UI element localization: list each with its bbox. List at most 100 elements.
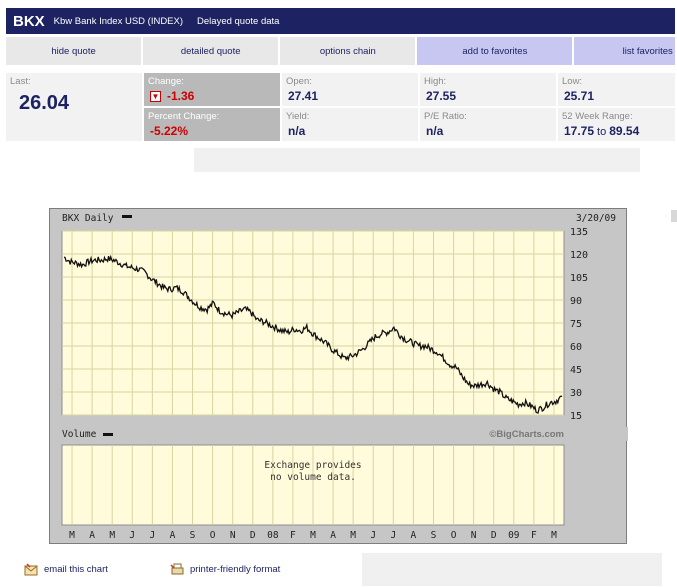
percent-change-cell: Percent Change: -5.22% [144,108,280,141]
y-tick-label: 90 [570,296,582,307]
last-price: 26.04 [19,92,70,114]
series-swatch [122,215,132,218]
tab-list-favorites[interactable]: list favorites [574,37,675,65]
pe-cell: P/E Ratio: n/a [420,108,556,141]
tab-detailed-quote[interactable]: detailed quote [143,37,279,65]
quote-nav: hide quote detailed quote options chain … [6,37,675,65]
change-label: Change: [148,76,184,87]
x-tick-label: 08 [267,530,279,541]
y-tick-label: 135 [570,227,588,238]
y-tick-label: 60 [570,342,582,353]
change-value-wrap: ▼ -1.36 [150,89,194,103]
open-cell: Open: 27.41 [282,73,418,106]
tab-hide-quote[interactable]: hide quote [6,37,142,65]
percent-change-label: Percent Change: [148,111,220,122]
y-tick-label: 120 [570,250,588,261]
volume-strip [50,427,628,441]
tab-options-chain[interactable]: options chain [280,37,416,65]
x-tick-label: J [149,530,155,541]
side-marker [671,210,677,222]
range-to: to [597,126,607,138]
range-high: 89.54 [609,124,640,138]
x-tick-label: J [129,530,135,541]
printer-icon [170,563,184,574]
email-chart-label: email this chart [44,563,108,575]
x-axis: M A M J J A S O N D 08 F M A M J J A S O N D 09 F M [69,530,557,541]
high-cell: High: 27.55 [420,73,556,106]
x-tick-label: S [431,530,437,541]
low-value: 25.71 [564,89,595,103]
x-tick-label: J [390,530,396,541]
y-tick-label: 45 [570,365,582,376]
pe-value: n/a [426,124,444,138]
yield-value: n/a [288,124,306,138]
x-tick-label: N [471,530,477,541]
x-tick-label: M [310,530,316,541]
x-tick-label: A [411,530,417,541]
x-tick-label: M [109,530,115,541]
bottom-placeholder [362,553,662,586]
volume-grid [71,445,555,525]
open-value: 27.41 [288,89,319,103]
delayed-notice: Delayed quote data [197,15,280,27]
range-value: 17.75 to 89.54 [564,124,639,138]
x-tick-label: M [69,530,75,541]
pe-label: P/E Ratio: [424,111,467,122]
printer-friendly-link[interactable]: printer-friendly format [170,561,280,577]
range-low: 17.75 [564,124,595,138]
volume-note-line1: Exchange provides [264,460,361,471]
chart-date: 3/20/09 [576,213,616,224]
volume-title: Volume [62,429,97,440]
x-tick-label: O [210,530,216,541]
price-line [63,254,563,414]
printer-friendly-label: printer-friendly format [190,563,281,575]
change-cell: Change: ▼ -1.36 [144,73,280,106]
chart-title: BKX Daily [62,213,114,224]
email-chart-icon [24,562,38,575]
ticker-symbol: BKX [13,12,45,30]
tab-add-to-favorites[interactable]: add to favorites [417,37,573,65]
last-cell: Last: 26.04 [6,73,142,141]
range-cell: 52 Week Range: 17.75 to 89.54 [558,108,675,141]
x-tick-label: D [250,530,256,541]
last-label: Last: [10,76,31,87]
y-axis: 135 120 105 90 75 60 45 30 15 [570,227,588,422]
x-tick-label: N [230,530,236,541]
x-tick-label: D [491,530,497,541]
x-tick-label: 09 [508,530,520,541]
x-tick-label: A [89,530,95,541]
yield-label: Yield: [286,111,310,122]
y-tick-label: 15 [570,411,582,422]
down-arrow-icon: ▼ [150,91,161,103]
range-label: 52 Week Range: [562,111,633,122]
quote-header: BKX Kbw Bank Index USD (INDEX) Delayed q… [6,8,675,34]
percent-change-value: -5.22% [150,124,189,138]
y-tick-label: 30 [570,388,582,399]
chart-svg: BKX Daily 3/20/09 135120105907560453015 … [50,213,628,541]
low-label: Low: [562,76,583,87]
open-label: Open: [286,76,312,87]
price-chart: BKX Daily 3/20/09 135 120 105 90 75 60 45 30 15 … [49,208,628,544]
y-tick-label: 105 [570,273,588,284]
quote-panel: Last: 26.04 Change: ▼ -1.36 Percent Chang… [6,73,675,141]
ad-placeholder [194,148,640,172]
yield-cell: Yield: n/a [282,108,418,141]
x-tick-label: S [190,530,196,541]
volume-note-line2: no volume data. [270,472,356,483]
volume-swatch [103,433,113,436]
email-chart-link[interactable]: email this chart [24,561,108,577]
x-tick-label: M [551,530,557,541]
y-tick-label: 75 [570,319,582,330]
high-value: 27.55 [426,89,457,103]
low-cell: Low: 25.71 [558,73,675,106]
x-tick-label: A [330,530,336,541]
x-tick-label: O [451,530,457,541]
x-tick-label: F [531,530,537,541]
x-tick-label: J [370,530,376,541]
x-tick-label: M [350,530,356,541]
x-tick-label: A [170,530,176,541]
change-value: -1.36 [167,89,195,103]
watermark: ©BigCharts.com [489,429,564,440]
x-tick-label: F [290,530,296,541]
high-label: High: [424,76,447,87]
